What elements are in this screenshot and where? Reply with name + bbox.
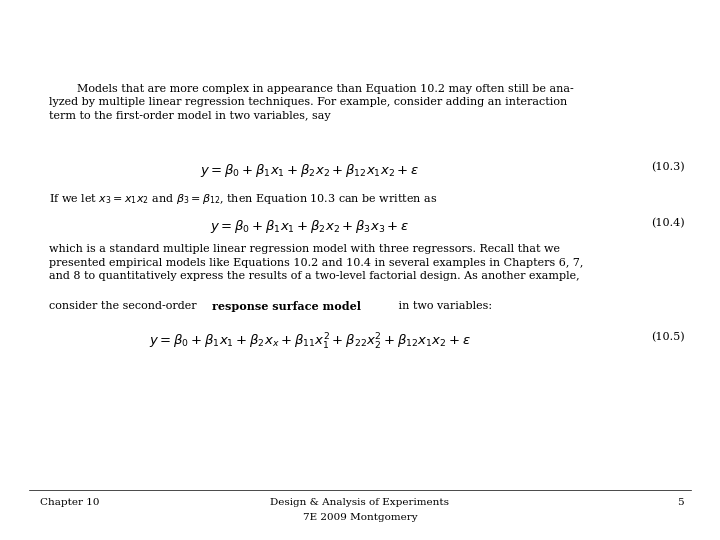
Text: $y = \beta_0 + \beta_1 x_1 + \beta_2 x_x + \beta_{11} x_1^2 + \beta_{22} x_2^2 +: $y = \beta_0 + \beta_1 x_1 + \beta_2 x_x… bbox=[148, 332, 471, 352]
Text: 5: 5 bbox=[677, 498, 683, 507]
Text: $y = \beta_0 + \beta_1 x_1 + \beta_2 x_2 + \beta_3 x_3 + \epsilon$: $y = \beta_0 + \beta_1 x_1 + \beta_2 x_2… bbox=[210, 218, 409, 234]
Text: $y = \beta_0 + \beta_1 x_1 + \beta_2 x_2 + \beta_{12} x_1 x_2 + \epsilon$: $y = \beta_0 + \beta_1 x_1 + \beta_2 x_2… bbox=[200, 162, 419, 179]
Text: (10.5): (10.5) bbox=[652, 332, 685, 342]
Text: in two variables:: in two variables: bbox=[395, 301, 492, 312]
Text: 7E 2009 Montgomery: 7E 2009 Montgomery bbox=[302, 513, 418, 522]
Text: Models that are more complex in appearance than Equation 10.2 may often still be: Models that are more complex in appearan… bbox=[49, 84, 574, 121]
Text: which is a standard multiple linear regression model with three regressors. Reca: which is a standard multiple linear regr… bbox=[49, 244, 583, 281]
Text: Design & Analysis of Experiments: Design & Analysis of Experiments bbox=[271, 498, 449, 507]
Text: (10.3): (10.3) bbox=[652, 162, 685, 172]
Text: If we let $x_3 = x_1 x_2$ and $\beta_3 = \beta_{12}$, then Equation 10.3 can be : If we let $x_3 = x_1 x_2$ and $\beta_3 =… bbox=[49, 192, 437, 206]
Text: (10.4): (10.4) bbox=[652, 218, 685, 228]
Text: Chapter 10: Chapter 10 bbox=[40, 498, 99, 507]
Text: response surface model: response surface model bbox=[212, 301, 361, 312]
Text: consider the second-order: consider the second-order bbox=[49, 301, 200, 312]
